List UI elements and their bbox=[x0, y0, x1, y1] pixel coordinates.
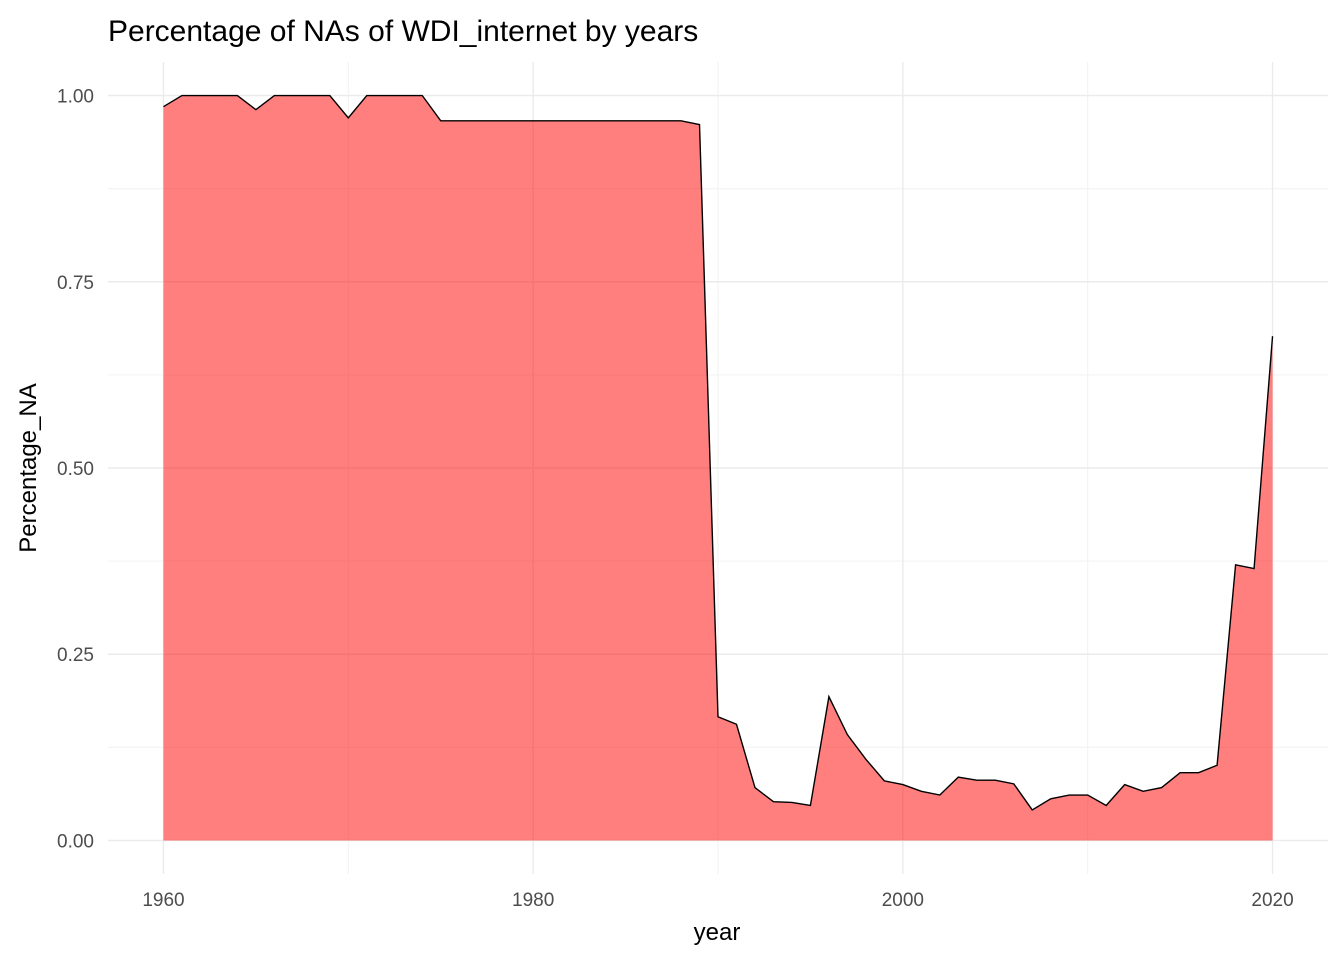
chart-title: Percentage of NAs of WDI_internet by yea… bbox=[108, 15, 698, 48]
series bbox=[163, 94, 1274, 841]
x-tick-label: 1960 bbox=[142, 890, 184, 911]
series-line bbox=[163, 94, 1274, 811]
area-fill bbox=[163, 95, 1273, 841]
y-tick-label: 0.75 bbox=[57, 273, 94, 294]
x-tick-label: 1980 bbox=[512, 890, 554, 911]
x-tick-label: 2020 bbox=[1251, 890, 1293, 911]
tick-labels: 1960 1980 2000 2020 0.00 0.25 0.50 0.75 1.00 bbox=[57, 87, 1294, 911]
x-axis-title: year bbox=[694, 919, 741, 946]
y-tick-label: 0.25 bbox=[57, 645, 94, 666]
y-tick-label: 0.00 bbox=[57, 831, 94, 852]
x-tick-label: 2000 bbox=[882, 890, 924, 911]
y-tick-label: 0.50 bbox=[57, 459, 94, 480]
y-axis-title: Percentage_NA bbox=[15, 383, 42, 552]
y-tick-label: 1.00 bbox=[57, 87, 94, 108]
